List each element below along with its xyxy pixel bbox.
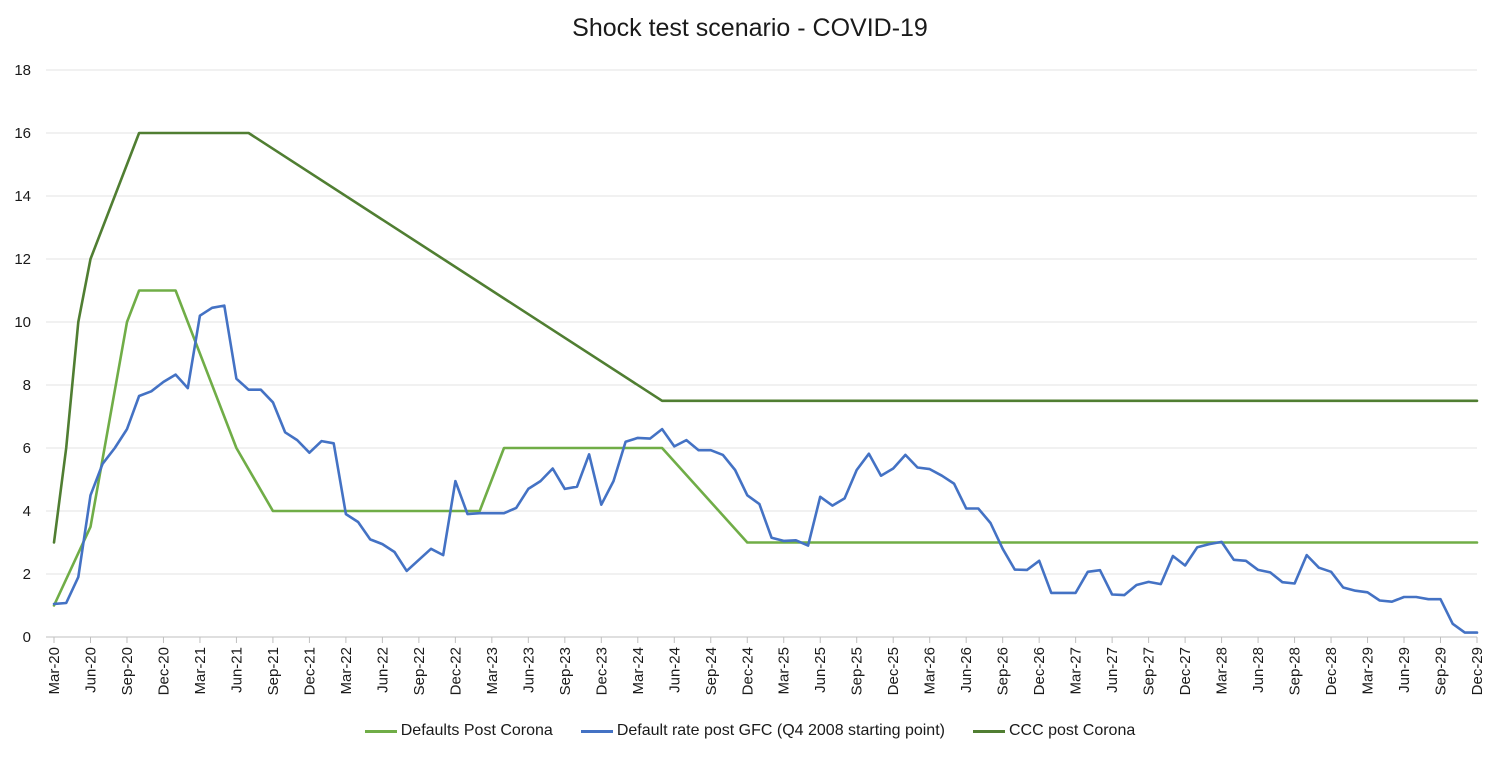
x-tick-label: Sep-26 xyxy=(995,647,1012,695)
legend-item: Defaults Post Corona xyxy=(364,722,553,740)
x-tick-label: Jun-29 xyxy=(1396,647,1413,693)
x-tick-label: Dec-25 xyxy=(885,647,902,695)
x-tick-label: Sep-22 xyxy=(411,647,428,695)
x-tick-label: Dec-29 xyxy=(1469,647,1486,695)
x-tick-label: Dec-24 xyxy=(739,647,756,695)
y-tick-label: 10 xyxy=(14,314,31,331)
y-tick-label: 18 xyxy=(14,62,31,79)
x-tick-label: Mar-25 xyxy=(776,647,793,695)
x-tick-label: Jun-22 xyxy=(374,647,391,693)
legend-label: CCC post Corona xyxy=(1008,722,1136,739)
legend-swatch xyxy=(972,729,1005,733)
series-line-1 xyxy=(52,289,1479,607)
x-tick-label: Dec-27 xyxy=(1177,647,1194,695)
y-tick-label: 16 xyxy=(14,125,31,142)
x-tick-label: Jun-20 xyxy=(82,647,99,693)
y-tick-label: 0 xyxy=(23,629,31,646)
x-tick-label: Mar-21 xyxy=(192,647,209,695)
x-tick-label: Jun-28 xyxy=(1250,647,1267,693)
x-tick-label: Sep-24 xyxy=(703,647,720,695)
x-tick-label: Sep-29 xyxy=(1433,647,1450,695)
chart-title: Shock test scenario - COVID-19 xyxy=(572,14,928,42)
y-tick-label: 8 xyxy=(23,377,31,394)
x-tick-label: Dec-28 xyxy=(1323,647,1340,695)
x-tick-label: Mar-28 xyxy=(1214,647,1231,695)
x-tick-label: Sep-23 xyxy=(557,647,574,695)
legend-label: Default rate post GFC (Q4 2008 starting … xyxy=(616,722,945,739)
x-tick-label: Dec-22 xyxy=(447,647,464,695)
x-tick-label: Mar-26 xyxy=(922,647,939,695)
legend: Defaults Post Corona Default rate post GF… xyxy=(0,722,1500,740)
legend-item: CCC post Corona xyxy=(972,722,1136,740)
y-tick-label: 6 xyxy=(23,440,31,457)
x-tick-label: Sep-20 xyxy=(119,647,136,695)
x-tick-label: Dec-23 xyxy=(593,647,610,695)
x-tick-label: Mar-23 xyxy=(484,647,501,695)
legend-item: Default rate post GFC (Q4 2008 starting … xyxy=(580,722,945,740)
x-tick-label: Mar-20 xyxy=(46,647,63,695)
x-tick-label: Sep-28 xyxy=(1287,647,1304,695)
x-tick-label: Jun-24 xyxy=(666,647,683,693)
legend-label: Defaults Post Corona xyxy=(400,722,553,739)
x-tick-label: Dec-21 xyxy=(301,647,318,695)
x-tick-label: Sep-21 xyxy=(265,647,282,695)
x-tick-label: Jun-23 xyxy=(520,647,537,693)
x-tick-label: Mar-24 xyxy=(630,647,647,695)
x-tick-label: Mar-29 xyxy=(1360,647,1377,695)
x-tick-label: Mar-22 xyxy=(338,647,355,695)
x-tick-label: Sep-27 xyxy=(1141,647,1158,695)
legend-swatch xyxy=(580,729,613,733)
y-tick-label: 4 xyxy=(23,503,31,520)
x-tick-label: Jun-21 xyxy=(228,647,245,693)
series-line-3 xyxy=(52,131,1479,544)
x-tick-label: Dec-26 xyxy=(1031,647,1048,695)
x-tick-label: Jun-25 xyxy=(812,647,829,693)
x-tick-label: Mar-27 xyxy=(1068,647,1085,695)
x-tick-label: Jun-26 xyxy=(958,647,975,693)
y-tick-label: 12 xyxy=(14,251,31,268)
y-tick-label: 2 xyxy=(23,566,31,583)
legend-swatch xyxy=(364,729,397,733)
x-tick-label: Jun-27 xyxy=(1104,647,1121,693)
x-tick-label: Dec-20 xyxy=(155,647,172,695)
x-tick-label: Sep-25 xyxy=(849,647,866,695)
series-line-2 xyxy=(52,304,1479,634)
y-tick-label: 14 xyxy=(14,188,31,205)
